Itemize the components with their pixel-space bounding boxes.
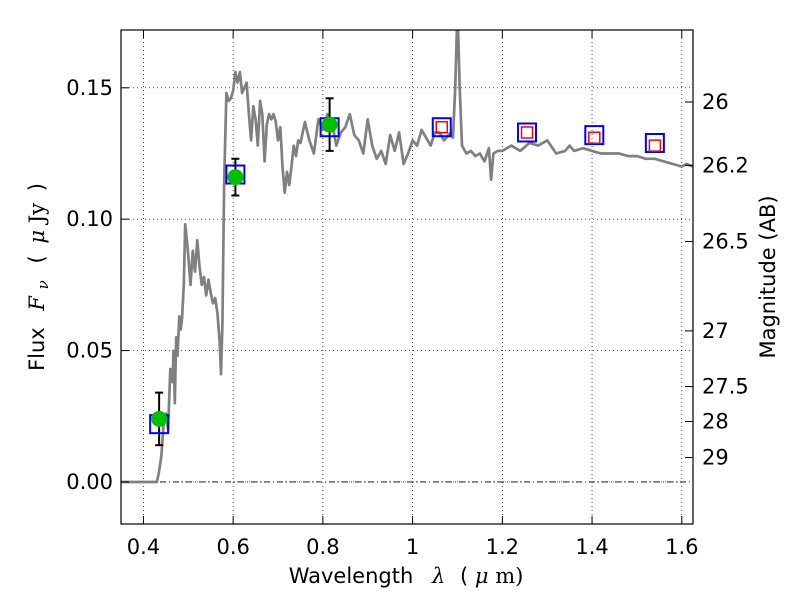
y-axis-label-unit-open: ( bbox=[25, 255, 49, 263]
y2-tick-label: 28 bbox=[702, 410, 729, 434]
model-photometry-square bbox=[584, 125, 605, 146]
y-axis-label-unit: Jy bbox=[25, 203, 49, 225]
upper-limit-square bbox=[520, 126, 534, 139]
axis-ticks bbox=[121, 30, 693, 524]
x-axis-label-unit: m) bbox=[495, 564, 523, 588]
plot-frame bbox=[120, 29, 694, 525]
y-axis-label-prefix: Flux bbox=[25, 327, 49, 371]
x-axis-label-symbol: λ bbox=[431, 564, 445, 588]
y2-axis-label-group: Magnitude (AB) bbox=[756, 195, 780, 358]
upper-limit-square bbox=[588, 131, 601, 144]
y-tick-label: 0.10 bbox=[66, 207, 113, 231]
grid-lines bbox=[121, 30, 693, 524]
y-axis-label-group: Flux F ν ( μ Jy ) bbox=[25, 183, 52, 371]
sed-model-line bbox=[121, 30, 693, 484]
y-axis-label: Flux F ν ( μ Jy ) bbox=[25, 183, 52, 371]
y2-tick-label: 26.5 bbox=[702, 230, 749, 254]
observed-flux-point bbox=[321, 116, 338, 133]
x-tick-label: 1 bbox=[406, 535, 419, 559]
x-tick-label: 0.6 bbox=[216, 535, 249, 559]
observed-flux-point bbox=[227, 169, 244, 186]
x-tick-label: 1.6 bbox=[665, 535, 698, 559]
y-axis-label-symbol: F bbox=[25, 295, 49, 312]
photometry-markers bbox=[149, 97, 665, 447]
sed-model-path bbox=[121, 30, 693, 484]
y2-axis-label: Magnitude (AB) bbox=[756, 195, 780, 358]
y2-tick-label: 27 bbox=[702, 319, 729, 343]
x-tick-label: 0.4 bbox=[127, 535, 160, 559]
upper-limit-square bbox=[648, 139, 662, 152]
plot-background bbox=[121, 30, 693, 524]
x-axis-label-prefix: Wavelength bbox=[289, 564, 414, 588]
y-tick-label: 0.00 bbox=[66, 470, 113, 494]
upper-limit-square bbox=[435, 120, 449, 134]
y-axis-label-subscript: ν bbox=[34, 280, 52, 289]
y2-tick-label: 29 bbox=[702, 446, 729, 470]
y2-tick-labels: 26 26.2 26.5 27 27.5 28 29 bbox=[702, 90, 749, 470]
model-photometry-square bbox=[644, 132, 665, 153]
y-tick-label: 0.05 bbox=[66, 339, 113, 363]
observed-flux-point bbox=[151, 410, 168, 427]
x-axis-label: Wavelength λ ( μ m) bbox=[289, 564, 524, 588]
y-tick-label: 0.15 bbox=[66, 76, 113, 100]
y2-tick-label: 26.2 bbox=[702, 153, 749, 177]
x-axis-label-mu: μ bbox=[475, 564, 489, 588]
y2-tick-label: 27.5 bbox=[702, 375, 749, 399]
y-axis-label-unit-close: ) bbox=[25, 183, 49, 191]
model-photometry-square bbox=[517, 122, 538, 143]
x-tick-labels: 0.4 0.6 0.8 1 1.2 1.4 1.6 bbox=[127, 535, 699, 559]
model-photometry-square bbox=[431, 117, 452, 138]
x-tick-label: 1.2 bbox=[486, 535, 519, 559]
y-tick-labels: 0.00 0.05 0.10 0.15 bbox=[66, 76, 113, 494]
y-axis-label-mu: μ bbox=[25, 230, 49, 244]
y2-tick-label: 26 bbox=[702, 90, 729, 114]
x-axis-label-unit-open: ( bbox=[460, 564, 468, 588]
x-tick-label: 1.4 bbox=[575, 535, 608, 559]
x-tick-label: 0.8 bbox=[306, 535, 339, 559]
